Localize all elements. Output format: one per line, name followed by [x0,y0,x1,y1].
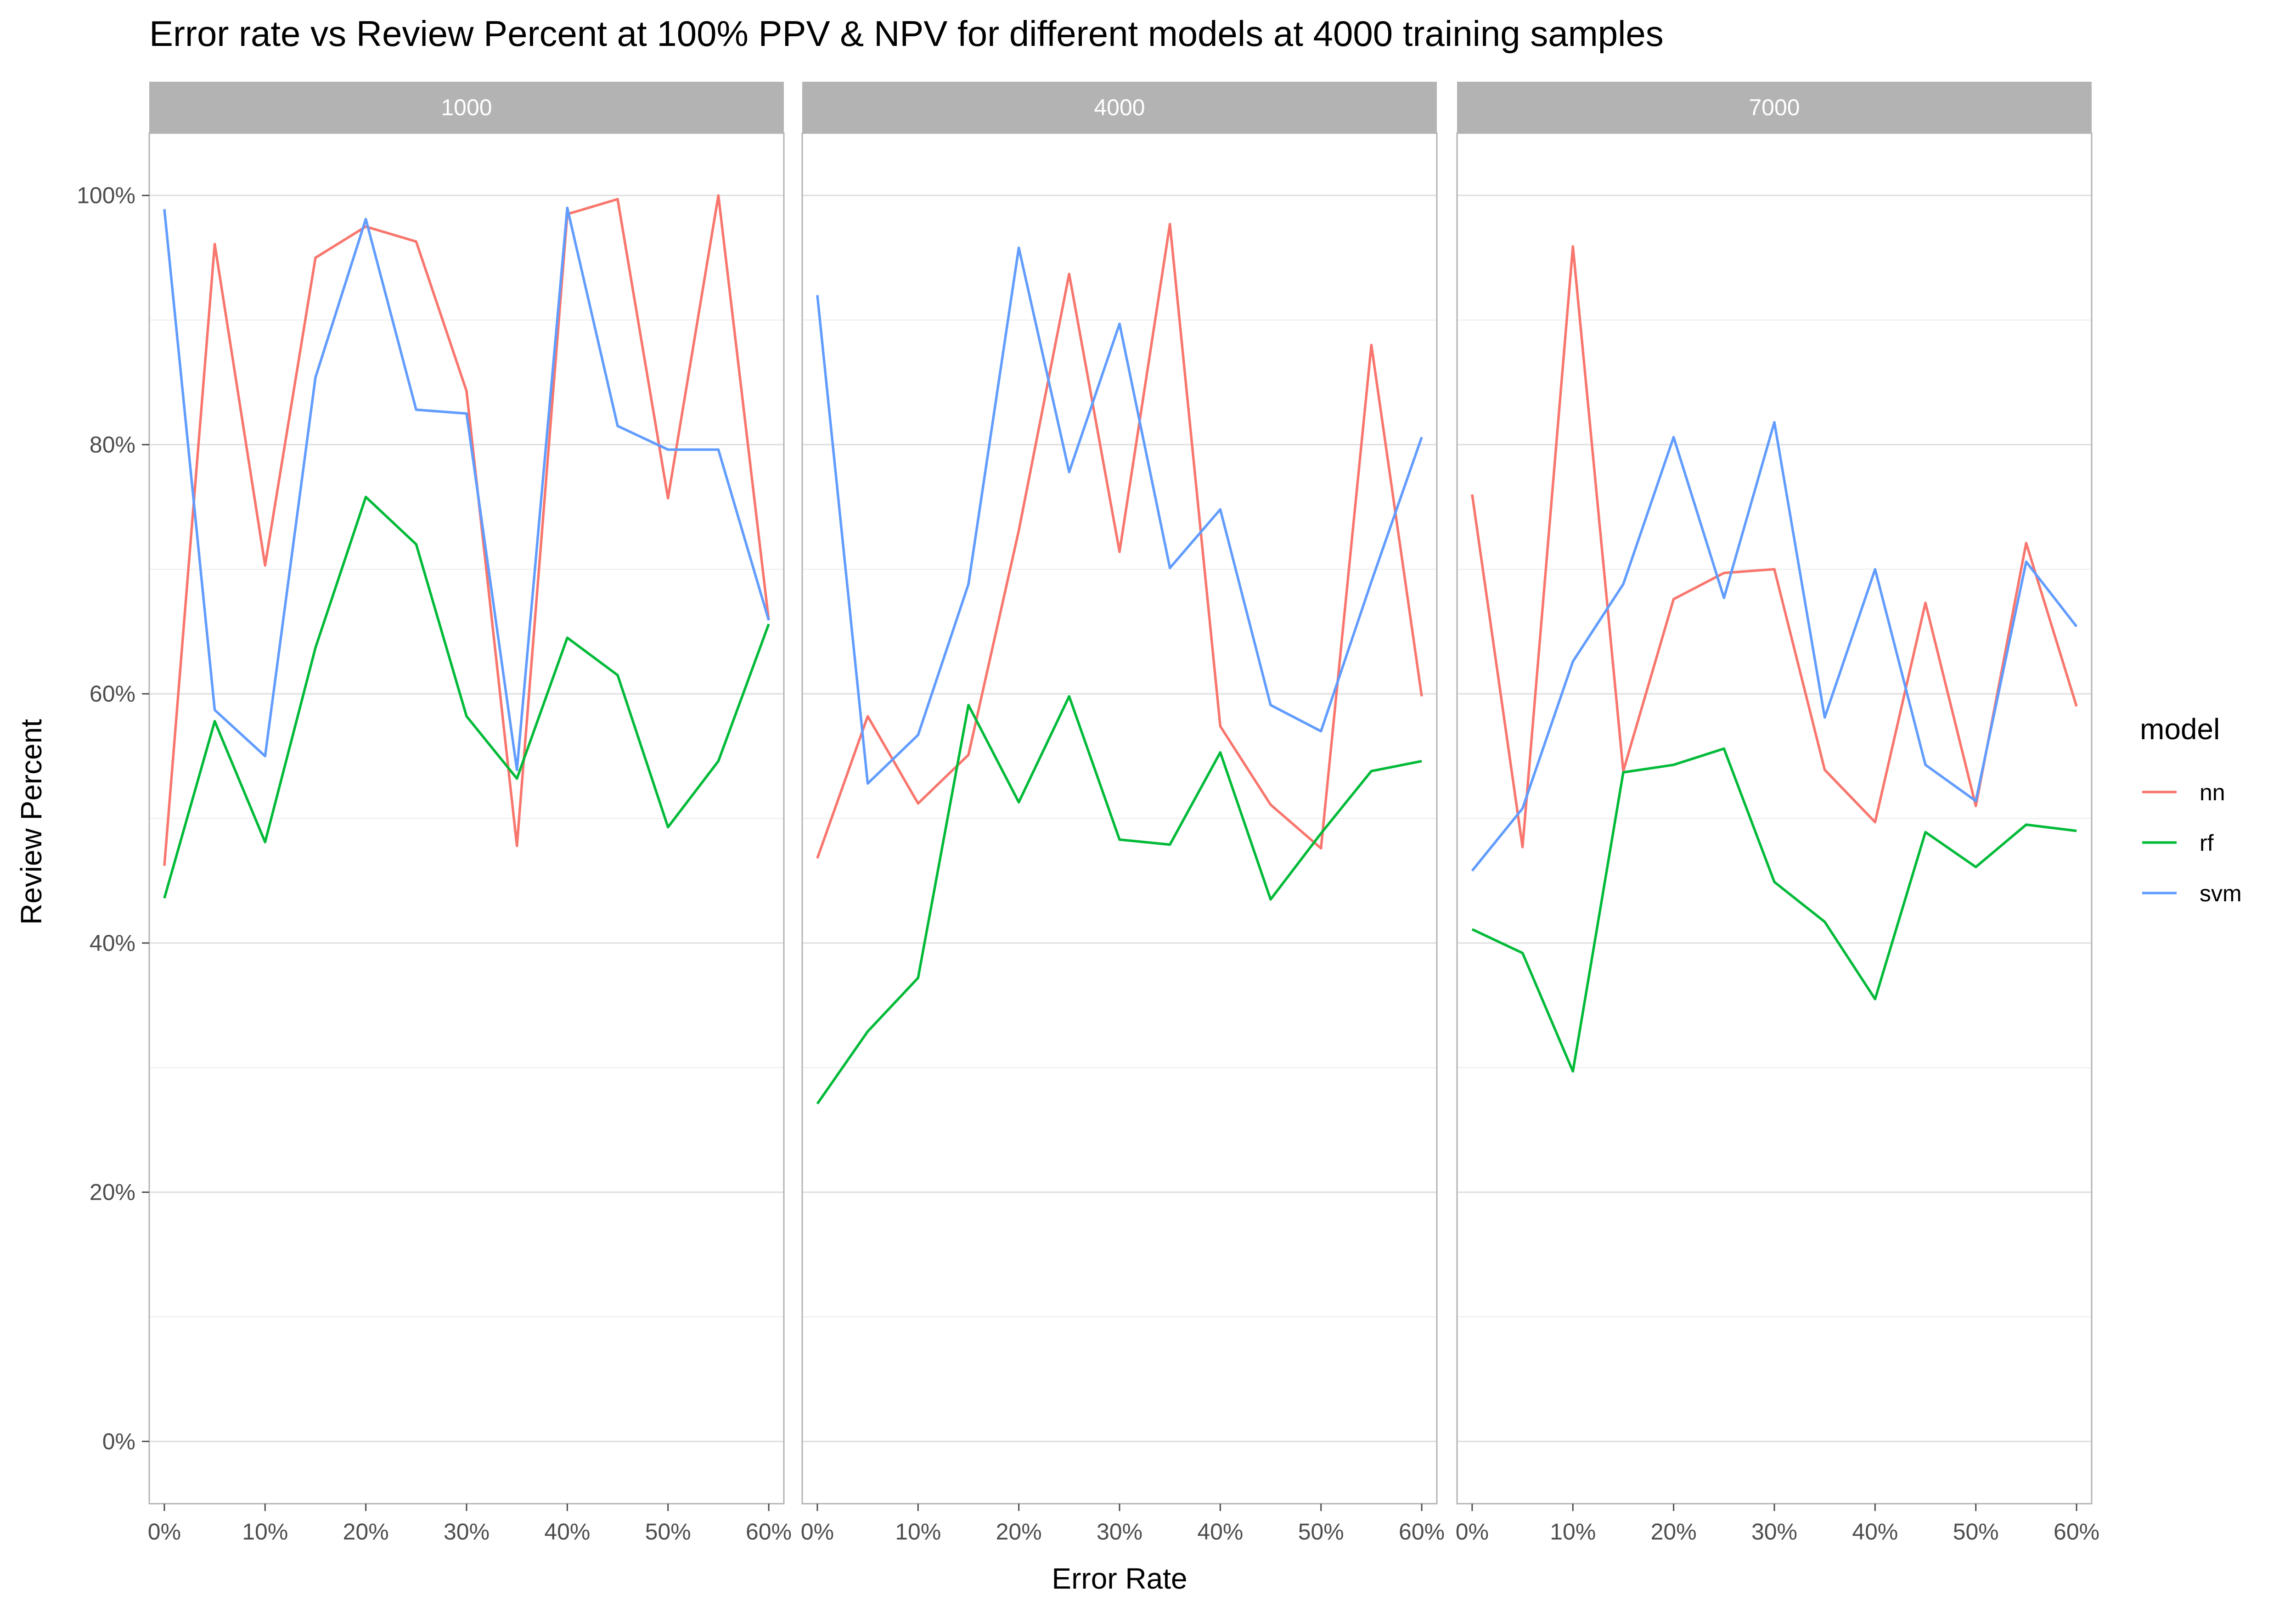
series-line-svm [163,207,770,771]
chart-title: Error rate vs Review Percent at 100% PPV… [149,13,1664,54]
y-tick-label: 20% [90,1180,135,1205]
x-tick-label: 30% [444,1519,490,1545]
x-tick-label: 60% [1399,1519,1445,1545]
y-tick-label: 60% [90,681,135,707]
x-tick-label: 30% [1097,1519,1142,1545]
x-tick-label: 50% [645,1519,691,1545]
x-tick-label: 50% [1298,1519,1344,1545]
series-line-nn [1471,245,2078,848]
facet-panel-4000: 4000 0% 10% 20% 30% 40% 50% 60% [801,82,1445,1545]
x-tick-label: 10% [895,1519,941,1545]
x-tick-label: 0% [801,1519,834,1545]
facet-panels: 1000 0% 10% 20% 30% 40% 50% 60% 0% 20% 40% 60% 80% 10… [77,82,2099,1545]
y-tick-label: 40% [90,930,135,956]
facet-strip-label: 4000 [1094,95,1145,120]
x-tick-label: 50% [1953,1519,1999,1545]
x-tick-label: 10% [242,1519,288,1545]
x-tick-label: 0% [148,1519,181,1545]
y-axis-title: Review Percent [15,719,48,925]
x-tick-label: 10% [1550,1519,1596,1545]
legend-label: rf [2200,830,2214,856]
series-line-nn [816,223,1423,859]
series-line-rf [1471,747,2077,1073]
x-tick-label: 30% [1751,1519,1797,1545]
facet-panel-1000: 1000 0% 10% 20% 30% 40% 50% 60% 0% 20% 40% 60% 80% 10… [77,82,792,1545]
facet-strip [149,82,784,133]
series-line-rf [163,495,770,899]
x-tick-label: 40% [544,1519,590,1545]
series-line-svm [1471,421,2078,872]
x-tick-label: 0% [1456,1519,1489,1545]
series-line-rf [816,695,1422,1105]
facet-strip-label: 7000 [1749,95,1800,120]
x-tick-label: 20% [343,1519,389,1545]
x-tick-label: 60% [746,1519,792,1545]
facet-strip-label: 1000 [441,95,492,120]
facet-strip [802,82,1437,133]
legend: model nn rf svm [2140,713,2242,906]
series-line-svm [816,246,1423,785]
x-tick-label: 60% [2054,1519,2099,1545]
facet-strip [1457,82,2092,133]
legend-keys: nn rf svm [2142,780,2242,906]
legend-label: svm [2200,881,2242,906]
y-tick-label: 100% [77,183,135,208]
x-tick-label: 40% [1852,1519,1898,1545]
x-tick-label: 40% [1197,1519,1243,1545]
legend-title: model [2140,713,2220,746]
y-tick-label: 0% [102,1428,135,1454]
legend-item-nn: nn [2142,780,2225,805]
facet-panel-7000: 7000 0% 10% 20% 30% 40% 50% 60% [1456,82,2099,1545]
series-line-nn [163,194,770,866]
x-tick-label: 20% [996,1519,1042,1545]
y-tick-label: 80% [90,432,135,457]
legend-label: nn [2200,780,2225,805]
legend-item-svm: svm [2142,881,2242,906]
legend-item-rf: rf [2142,830,2214,856]
x-tick-label: 20% [1651,1519,1697,1545]
x-axis-title: Error Rate [1052,1562,1187,1595]
